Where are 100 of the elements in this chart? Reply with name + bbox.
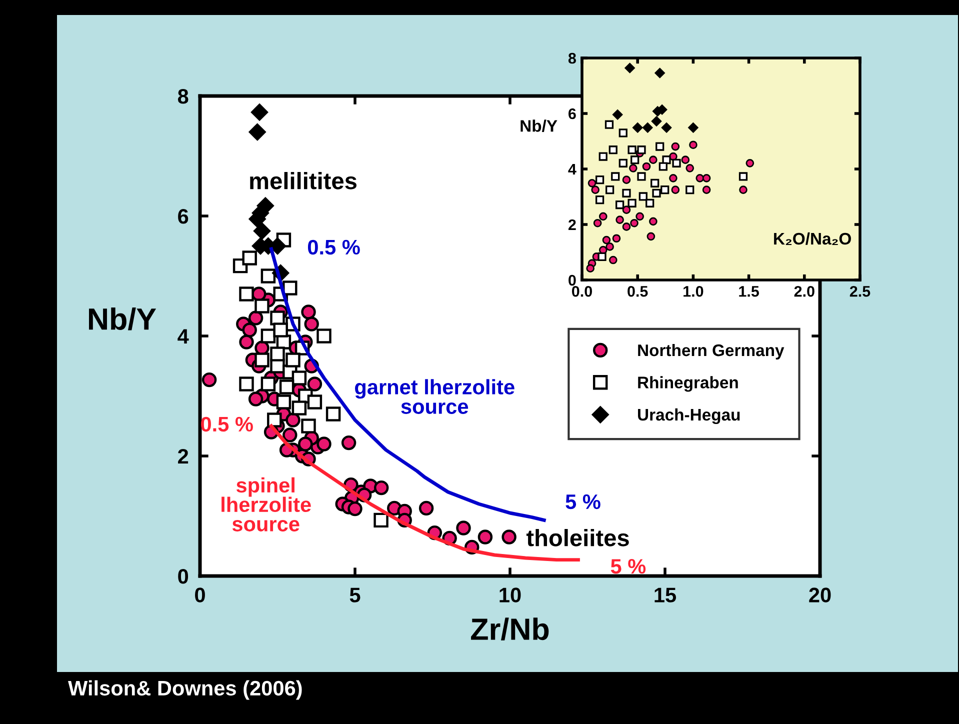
series-label: spinel lherzolite source <box>222 477 311 532</box>
point <box>502 530 516 544</box>
point <box>588 178 596 188</box>
x-tick-label: 2.5 <box>850 286 870 297</box>
point <box>286 352 300 368</box>
point <box>632 122 643 133</box>
y-tick-label: 6 <box>568 108 576 120</box>
y-tick-label: 6 <box>178 209 188 224</box>
annotation: 5 % <box>610 559 646 574</box>
point <box>622 176 631 184</box>
y-tick-label: 8 <box>178 89 188 104</box>
point <box>276 394 292 410</box>
point <box>608 256 618 264</box>
point <box>628 164 638 172</box>
point <box>253 222 271 240</box>
point <box>646 232 656 241</box>
point <box>286 412 300 428</box>
point <box>649 217 658 226</box>
y-axis-title: Nb/Y <box>520 120 558 132</box>
point <box>702 186 711 194</box>
point <box>628 146 636 154</box>
point <box>622 206 631 214</box>
x-tick-label: 5 <box>350 588 360 602</box>
annotation: tholeiites <box>526 528 629 546</box>
point <box>652 188 661 198</box>
point <box>605 186 614 194</box>
point <box>304 316 319 332</box>
point <box>611 172 620 181</box>
x-axis-title: K₂O/Na₂O <box>774 232 851 245</box>
point <box>316 328 332 344</box>
x-tick-label: 1.0 <box>684 286 704 297</box>
point <box>418 500 434 516</box>
y-tick-label: 2 <box>568 219 576 230</box>
x-tick-label: 0 <box>195 588 205 602</box>
point <box>650 178 660 188</box>
x-tick-label: 0.5 <box>628 286 648 297</box>
point <box>622 188 631 198</box>
point <box>307 376 322 392</box>
point <box>638 192 648 201</box>
point <box>602 236 611 244</box>
annotation: melilitites <box>250 172 356 190</box>
point <box>279 380 294 394</box>
x-tick-label: 1.5 <box>739 286 759 297</box>
y-tick-label: 2 <box>178 449 188 464</box>
y-tick-label: 0 <box>568 274 576 286</box>
point <box>260 328 276 344</box>
point <box>630 156 640 164</box>
point <box>595 176 604 184</box>
y-tick-label: 0 <box>178 569 188 584</box>
point <box>689 140 698 150</box>
point <box>260 376 276 392</box>
point <box>612 109 623 120</box>
point <box>746 159 754 168</box>
point <box>598 212 608 221</box>
point <box>202 372 217 388</box>
point <box>628 198 636 208</box>
point <box>591 186 600 194</box>
point <box>688 122 698 133</box>
y-tick-label: 8 <box>568 52 576 64</box>
point <box>326 406 341 422</box>
point <box>273 322 288 338</box>
point <box>739 186 748 194</box>
point <box>738 172 748 181</box>
point <box>292 400 307 416</box>
point <box>348 501 362 516</box>
point <box>595 195 604 204</box>
point <box>478 530 493 544</box>
point <box>341 435 356 450</box>
point <box>250 104 268 121</box>
point <box>636 212 644 221</box>
legend-label: Rhinegraben <box>638 376 738 392</box>
point <box>669 174 678 182</box>
series-label: garnet lherzolite source <box>355 379 514 414</box>
x-tick-label: 20 <box>809 588 831 602</box>
point <box>598 252 606 261</box>
point <box>593 218 602 228</box>
point <box>642 162 651 171</box>
text: Wilson& Downes (2006) <box>68 680 302 700</box>
point <box>637 172 646 181</box>
point <box>702 174 711 182</box>
x-tick-label: 15 <box>654 588 676 602</box>
point <box>239 334 254 350</box>
legend-label: Northern Germany <box>638 344 784 360</box>
point <box>671 186 680 194</box>
point <box>456 520 471 536</box>
point <box>624 62 635 74</box>
point <box>616 216 624 224</box>
point <box>662 156 671 164</box>
point <box>301 418 316 434</box>
point <box>282 428 298 442</box>
point <box>374 480 389 496</box>
x-tick-label: 0.0 <box>572 286 592 297</box>
point <box>618 128 628 138</box>
point <box>301 304 316 320</box>
point <box>270 346 285 362</box>
point <box>622 222 631 231</box>
point <box>248 310 264 326</box>
point <box>658 162 668 171</box>
point <box>242 250 257 266</box>
point <box>686 164 694 172</box>
